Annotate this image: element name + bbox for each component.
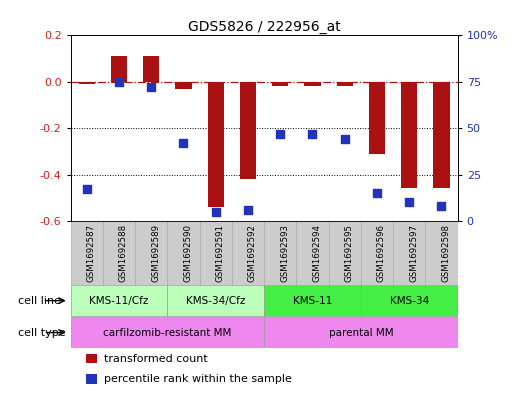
Bar: [71, 221, 103, 285]
Bar: [361, 285, 458, 316]
Bar: [232, 221, 264, 285]
Title: GDS5826 / 222956_at: GDS5826 / 222956_at: [188, 20, 340, 34]
Text: KMS-34/Cfz: KMS-34/Cfz: [186, 296, 245, 306]
Bar: [393, 221, 425, 285]
Text: KMS-11/Cfz: KMS-11/Cfz: [89, 296, 149, 306]
Bar: [143, 56, 160, 82]
Point: [147, 84, 155, 90]
Bar: [264, 317, 458, 348]
Bar: [328, 221, 361, 285]
Point: [179, 140, 188, 146]
Point: [405, 199, 413, 206]
Bar: [337, 82, 353, 86]
Bar: [86, 374, 97, 384]
Text: GSM1692592: GSM1692592: [248, 224, 257, 282]
Text: GSM1692593: GSM1692593: [280, 224, 289, 282]
Text: carfilzomib-resistant MM: carfilzomib-resistant MM: [103, 327, 232, 338]
Bar: [272, 82, 288, 86]
Text: GSM1692590: GSM1692590: [184, 224, 192, 282]
Bar: [111, 56, 127, 82]
Text: GSM1692595: GSM1692595: [345, 224, 354, 282]
Text: GSM1692589: GSM1692589: [151, 224, 160, 282]
Bar: [103, 221, 135, 285]
Text: KMS-11: KMS-11: [293, 296, 332, 306]
Text: parental MM: parental MM: [328, 327, 393, 338]
Text: GSM1692591: GSM1692591: [216, 224, 225, 282]
Bar: [240, 82, 256, 179]
Bar: [86, 354, 97, 364]
Text: GSM1692588: GSM1692588: [119, 224, 128, 282]
Bar: [71, 317, 264, 348]
Bar: [175, 82, 191, 89]
Bar: [361, 221, 393, 285]
Text: percentile rank within the sample: percentile rank within the sample: [104, 374, 291, 384]
Bar: [401, 82, 417, 189]
Text: GSM1692594: GSM1692594: [313, 224, 322, 282]
Bar: [425, 221, 458, 285]
Text: KMS-34: KMS-34: [390, 296, 429, 306]
Text: transformed count: transformed count: [104, 354, 207, 364]
Bar: [304, 82, 321, 86]
Point: [276, 130, 285, 137]
Bar: [167, 221, 200, 285]
Point: [437, 203, 446, 209]
Point: [340, 136, 349, 142]
Bar: [208, 82, 224, 207]
Bar: [78, 82, 95, 84]
Text: GSM1692596: GSM1692596: [377, 224, 386, 282]
Point: [373, 190, 381, 196]
Bar: [200, 221, 232, 285]
Bar: [135, 221, 167, 285]
Bar: [167, 285, 264, 316]
Bar: [71, 285, 167, 316]
Bar: [264, 221, 297, 285]
Text: GSM1692597: GSM1692597: [409, 224, 418, 282]
Text: cell line: cell line: [18, 296, 61, 306]
Point: [244, 207, 252, 213]
Point: [309, 130, 317, 137]
Point: [83, 186, 91, 193]
Bar: [369, 82, 385, 154]
Point: [115, 79, 123, 85]
Text: GSM1692587: GSM1692587: [87, 224, 96, 282]
Bar: [434, 82, 450, 189]
Bar: [297, 221, 328, 285]
Point: [211, 209, 220, 215]
Bar: [264, 285, 361, 316]
Text: GSM1692598: GSM1692598: [441, 224, 450, 282]
Text: cell type: cell type: [18, 327, 66, 338]
